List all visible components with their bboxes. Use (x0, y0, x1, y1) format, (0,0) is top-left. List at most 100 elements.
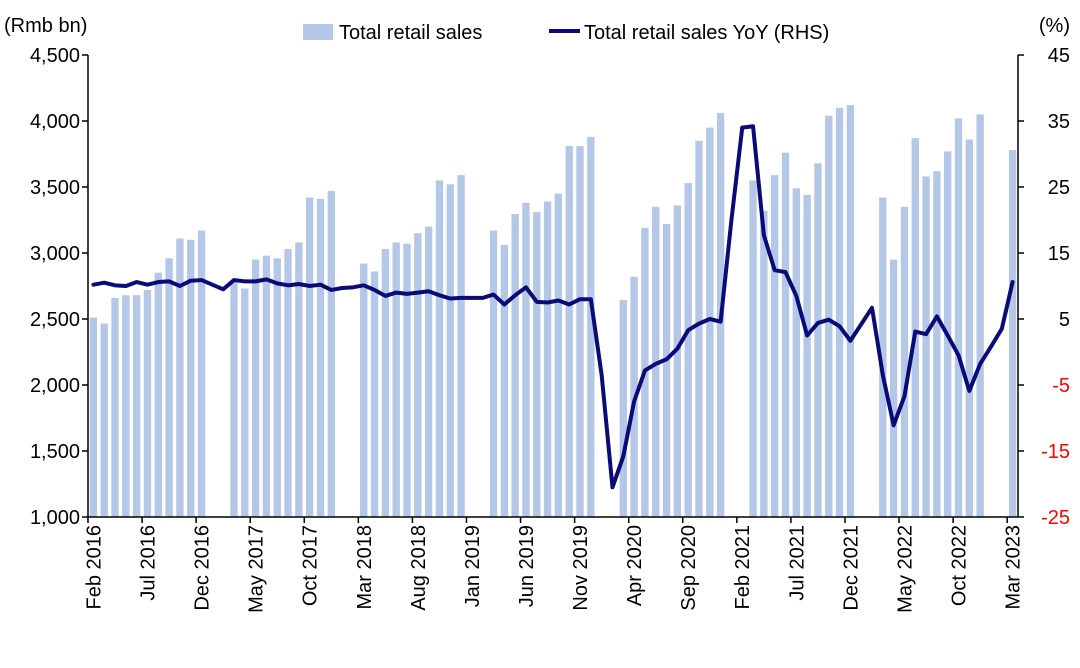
bar-mark (922, 176, 930, 517)
bar-mark (846, 105, 855, 517)
bar-mark (835, 107, 844, 518)
bar-mark (706, 127, 714, 517)
bar-mark (543, 201, 552, 517)
bar-mark (197, 230, 206, 517)
bar-mark (662, 223, 671, 517)
yoy-line (91, 124, 1015, 490)
bar-mark (965, 139, 974, 518)
bar-mark (760, 210, 768, 517)
right-tick-label: 45 (1048, 45, 1070, 67)
bar-mark (825, 115, 833, 517)
x-tick-label: Oct 2022 (949, 525, 971, 606)
bar-mark (122, 295, 130, 517)
bar-mark (933, 171, 941, 517)
left-tick-label: 1,500 (30, 441, 80, 463)
bar-mark (489, 230, 498, 517)
right-tick-label: -25 (1041, 507, 1070, 529)
bar-mark (111, 297, 119, 517)
x-tick-label: Dec 2016 (192, 525, 214, 611)
bar-mark (976, 114, 984, 518)
left-tick-label: 4,000 (30, 111, 80, 133)
bar-mark (803, 194, 811, 518)
legend: Total retail sales Total retail sales Yo… (303, 22, 829, 44)
bar-mark (749, 180, 757, 517)
legend-bar-label: Total retail sales (339, 22, 482, 44)
bar-mark (176, 238, 184, 518)
x-tick-label: Jan 2019 (462, 525, 484, 607)
x-axis-ticks: Feb 2016 Jul 2016 Dec 2016 May 2017 Oct 2017… (83, 517, 1025, 613)
bar-mark (370, 271, 379, 517)
bar-mark (446, 184, 454, 518)
bar-mark (457, 175, 465, 517)
bar-mark (284, 249, 292, 518)
x-tick-label: Aug 2018 (408, 525, 430, 611)
bar-mark (424, 226, 433, 517)
x-tick-label: May 2017 (246, 525, 268, 613)
bar-mark (911, 138, 919, 517)
legend-bar-swatch (303, 24, 333, 40)
x-tick-label: Feb 2016 (83, 525, 105, 610)
x-tick-label: Feb 2021 (732, 525, 754, 610)
bar-mark (295, 242, 303, 517)
bar-mark (381, 249, 390, 518)
bar-mark (565, 146, 573, 517)
bar-mark (889, 259, 898, 517)
axes-layer (87, 55, 1019, 518)
bar-mark (522, 202, 530, 517)
left-tick-label: 4,500 (30, 45, 80, 67)
bar-mark (241, 288, 249, 517)
bar-mark (89, 317, 98, 517)
bar-mark (306, 197, 314, 517)
bars-layer (89, 105, 1017, 518)
left-axis-ticks: 1,000 1,500 2,000 2,500 3,000 3,500 4,000 4,500 (30, 45, 88, 529)
left-tick-label: 2,000 (30, 375, 80, 397)
left-tick-label: 2,500 (30, 309, 80, 331)
bar-mark (435, 180, 444, 517)
bar-mark (954, 118, 963, 518)
right-tick-label: -15 (1041, 441, 1070, 463)
bar-mark (771, 175, 779, 517)
bar-mark (900, 206, 909, 518)
bar-mark (230, 280, 238, 517)
legend-line-label: Total retail sales YoY (RHS) (584, 22, 829, 44)
x-tick-label: May 2022 (894, 525, 916, 613)
bar-mark (165, 258, 173, 517)
bar-mark (500, 245, 509, 517)
right-tick-label: 25 (1048, 177, 1070, 199)
x-tick-label: Dec 2021 (840, 525, 862, 611)
bar-mark (143, 289, 152, 517)
bar-mark (187, 239, 195, 518)
bar-mark (673, 205, 682, 518)
bar-mark (262, 255, 271, 517)
bar-mark (327, 190, 335, 517)
x-tick-label: Oct 2017 (300, 525, 322, 606)
left-tick-label: 1,000 (30, 507, 80, 529)
x-tick-label: Apr 2020 (624, 525, 646, 606)
bar-mark (414, 233, 422, 517)
bar-mark (587, 136, 595, 517)
right-tick-label: -5 (1052, 375, 1070, 397)
bar-mark (533, 212, 541, 517)
bar-mark (576, 146, 584, 517)
right-tick-label: 35 (1048, 111, 1070, 133)
right-tick-label: 15 (1048, 243, 1070, 265)
x-tick-label: Sep 2020 (678, 525, 700, 611)
bar-mark (132, 295, 141, 517)
bar-mark (403, 243, 411, 517)
left-tick-label: 3,500 (30, 177, 80, 199)
line-layer (91, 124, 1015, 490)
bar-mark (392, 242, 400, 517)
bar-mark (1008, 150, 1017, 518)
bar-mark (554, 193, 563, 517)
bar-mark (879, 197, 887, 517)
x-tick-label: Mar 2018 (354, 525, 376, 610)
x-tick-label: Nov 2019 (570, 525, 592, 611)
right-axis-unit: (%) (1039, 15, 1070, 37)
bar-mark (100, 323, 108, 517)
x-tick-label: Jul 2016 (137, 525, 159, 601)
bar-mark (695, 140, 703, 518)
bar-mark (360, 263, 368, 517)
bar-mark (273, 258, 281, 517)
